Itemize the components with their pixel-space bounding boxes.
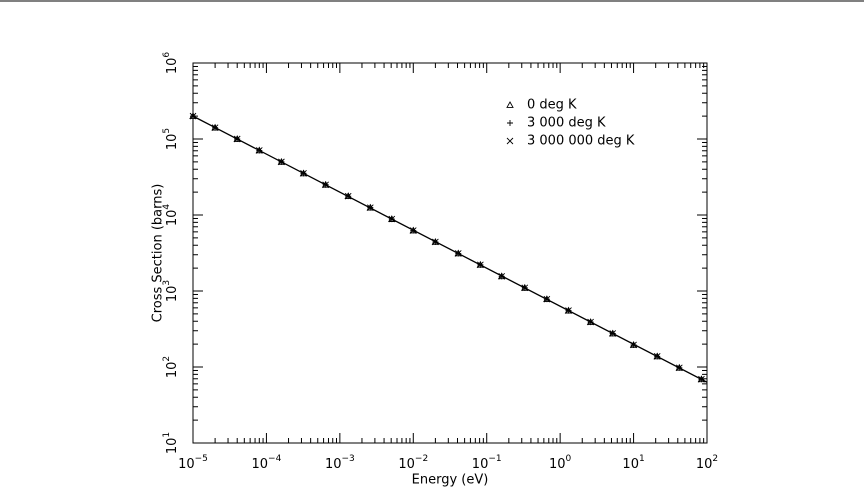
tick-base: 10 <box>165 286 180 303</box>
plus-marker <box>507 120 513 126</box>
tick-base: 10 <box>622 457 639 472</box>
cross-marker <box>506 137 514 145</box>
cross-marker <box>498 273 506 280</box>
tick-base: 10 <box>549 457 566 472</box>
tick-base: 10 <box>696 457 713 472</box>
x-tick-label: 10−4 <box>252 454 282 472</box>
tick-exponent: −3 <box>341 454 354 464</box>
legend-label: 0 deg K <box>527 98 577 113</box>
cross-marker <box>543 295 551 303</box>
x-tick-label: 10−2 <box>398 454 428 472</box>
x-tick-label: 10−5 <box>178 454 208 472</box>
fit-line <box>192 115 708 383</box>
cross-marker <box>322 181 329 189</box>
y-axis-label: Cross Section (barns) <box>151 184 166 323</box>
cross-marker <box>432 238 439 246</box>
tick-exponent: 2 <box>162 356 172 362</box>
tick-exponent: 0 <box>566 454 572 464</box>
tick-base: 10 <box>472 457 489 472</box>
cross-marker <box>609 330 617 337</box>
cross-marker <box>630 341 637 349</box>
tick-base: 10 <box>178 457 195 472</box>
x-tick-label: 10−1 <box>472 454 502 472</box>
cross-marker <box>255 147 263 154</box>
tick-exponent: −4 <box>268 454 282 464</box>
tick-base: 10 <box>325 457 342 472</box>
tick-base: 10 <box>398 457 415 472</box>
tick-exponent: 5 <box>162 128 172 134</box>
cross-marker <box>344 192 352 200</box>
cross-marker <box>388 215 396 223</box>
tick-exponent: 3 <box>162 280 172 286</box>
cross-marker <box>278 158 285 166</box>
x-axis-label: Energy (eV) <box>412 473 489 488</box>
cross-marker <box>233 135 241 143</box>
x-tick-label: 10−3 <box>325 454 355 472</box>
tick-exponent: −5 <box>195 454 208 464</box>
tick-exponent: 2 <box>712 454 718 464</box>
x-tick-label: 101 <box>622 454 644 472</box>
y-tick-label: 104 <box>162 204 180 227</box>
y-tick-label: 105 <box>162 128 180 150</box>
tick-exponent: 1 <box>639 454 645 464</box>
cross-marker <box>477 261 484 269</box>
tick-base: 10 <box>165 58 180 75</box>
legend-label: 3 000 deg K <box>527 116 606 131</box>
cross-marker <box>653 353 661 360</box>
cross-marker <box>454 250 462 257</box>
cross-marker <box>300 170 307 177</box>
tick-exponent: 1 <box>162 432 172 438</box>
tick-exponent: −1 <box>488 454 501 464</box>
tick-exponent: −2 <box>415 454 428 464</box>
tick-base: 10 <box>165 362 180 379</box>
cross-marker <box>211 124 219 131</box>
triangle-marker <box>506 101 514 108</box>
tick-base: 10 <box>252 457 269 472</box>
y-tick-label: 106 <box>162 52 180 75</box>
legend-label: 3 000 000 deg K <box>527 134 635 149</box>
x-tick-label: 100 <box>549 454 572 472</box>
cross-marker <box>565 307 572 314</box>
cross-marker <box>409 227 417 234</box>
tick-base: 10 <box>165 134 180 151</box>
cross-marker <box>676 364 683 372</box>
y-tick-label: 103 <box>162 280 180 302</box>
tick-exponent: 4 <box>162 204 172 210</box>
cross-marker <box>698 375 705 383</box>
y-tick-label: 102 <box>162 356 180 378</box>
tick-base: 10 <box>165 210 180 227</box>
cross-marker <box>521 284 529 292</box>
tick-exponent: 6 <box>162 52 172 58</box>
plot-frame <box>192 62 708 444</box>
x-tick-label: 102 <box>696 454 718 472</box>
cross-marker <box>587 318 594 326</box>
cross-marker <box>367 204 374 211</box>
cross-marker <box>189 112 197 120</box>
y-tick-label: 101 <box>162 432 180 454</box>
tick-base: 10 <box>165 438 180 455</box>
